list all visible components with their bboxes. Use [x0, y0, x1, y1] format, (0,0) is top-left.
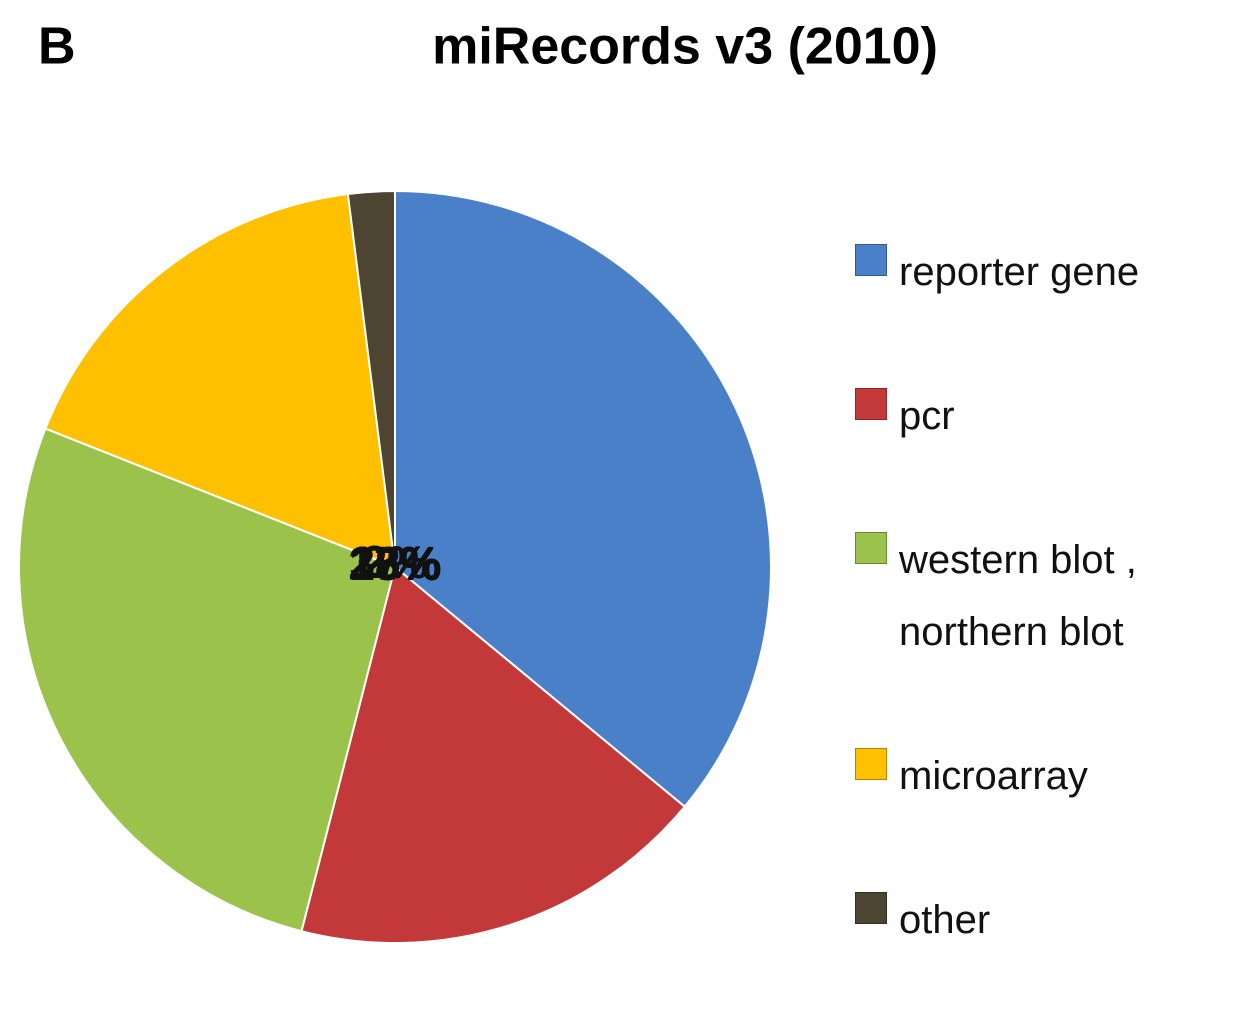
- pie-slice: [300, 565, 687, 944]
- legend-swatch: [855, 532, 887, 564]
- legend-item: pcr: [855, 380, 1255, 452]
- data-label: 36%: [350, 537, 442, 589]
- legend-swatch: [855, 748, 887, 780]
- legend-item: reporter gene: [855, 236, 1255, 308]
- pie-slice: [18, 427, 397, 933]
- legend-item: microarray: [855, 740, 1255, 812]
- pie-slice: [44, 192, 397, 569]
- page: B miRecords v3 (2010) 36% 18% 27% 17% 2% rep…: [18, 17, 1140, 944]
- pie-slice: [394, 189, 772, 809]
- data-label: 2%: [362, 536, 428, 588]
- pie-slice: [346, 189, 396, 568]
- chart: B miRecords v3 (2010) 36%18%27%17%2%: [18, 18, 938, 944]
- legend-swatch: [855, 244, 887, 276]
- legend-item: western blot , northern blot: [855, 524, 1255, 668]
- legend-item: other: [855, 884, 1255, 956]
- legend-label: reporter gene: [899, 250, 1140, 294]
- legend-label: western blot , northern blot: [899, 538, 1137, 654]
- data-label: 27%: [348, 537, 440, 589]
- legend-label: microarray: [899, 754, 1088, 798]
- chart-title: miRecords v3 (2010): [432, 18, 938, 76]
- legend-label: other: [899, 898, 991, 942]
- legend-swatch: [855, 388, 887, 420]
- data-label: 17%: [349, 537, 441, 589]
- legend-label: pcr: [899, 394, 955, 438]
- legend: reporter gene pcr western blot , northern …: [855, 236, 1255, 1028]
- panel-label: B: [38, 18, 76, 76]
- legend-swatch: [855, 892, 887, 924]
- data-label: 18%: [349, 538, 441, 590]
